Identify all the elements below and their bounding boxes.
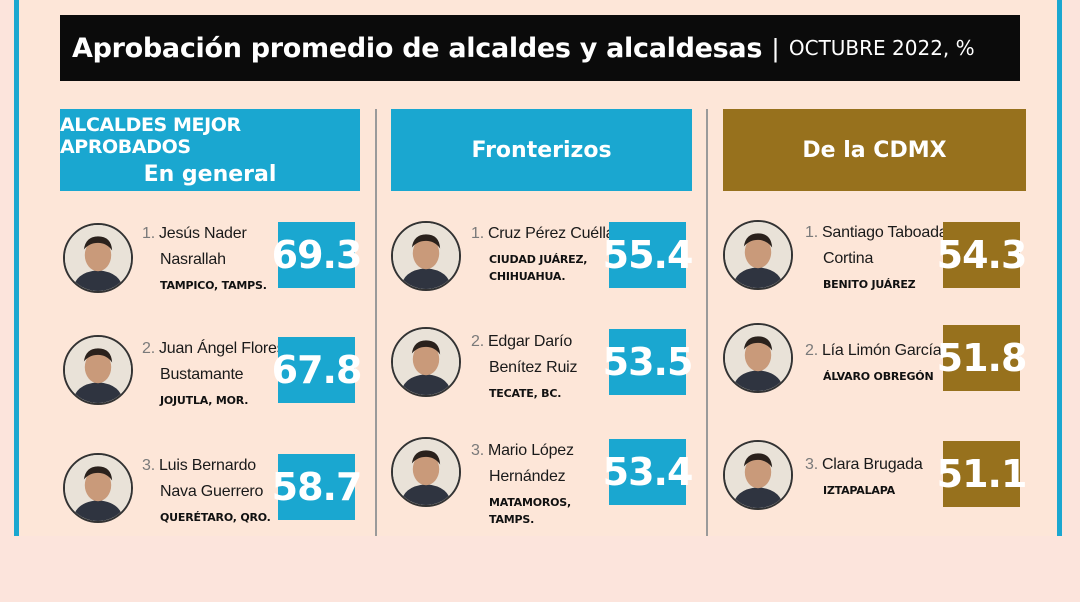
approval-score: 53.5 — [603, 329, 693, 395]
mayor-name-line: Clara Brugada — [821, 456, 923, 473]
approval-score: 51.8 — [937, 325, 1027, 391]
column-header-label: De la CDMX — [802, 137, 947, 163]
person-photo-icon — [391, 327, 461, 397]
approval-score: 67.8 — [272, 337, 362, 403]
person-photo-icon — [723, 220, 793, 290]
rank-number: 3. — [471, 442, 484, 459]
column-header-label: Fronterizos — [471, 137, 612, 163]
mayor-name-line: Nasrallah — [160, 251, 226, 268]
column-header-fronterizos: Fronterizos — [391, 109, 692, 191]
person-photo-icon — [63, 335, 133, 405]
location-line: ÁLVARO OBREGÓN — [823, 370, 934, 383]
mayor-name: 1. Jesús Nader Nasrallah — [142, 221, 247, 273]
person-photo-icon — [723, 440, 793, 510]
location-line: JOJUTLA, MOR. — [160, 394, 249, 407]
column-header-line1: ALCALDES MEJOR APROBADOS — [60, 113, 241, 158]
location-line: QUERÉTARO, QRO. — [160, 511, 271, 524]
location-line: CHIHUAHUA. — [489, 270, 566, 283]
mayor-name: 1. Santiago Taboada Cortina — [805, 220, 948, 272]
mayor-location: JOJUTLA, MOR. — [160, 392, 248, 409]
mayor-name: 3. Clara Brugada — [805, 452, 923, 478]
page-subtitle: OCTUBRE 2022, % — [788, 36, 975, 60]
rank-number: 2. — [142, 340, 155, 357]
mayor-name-line: Cortina — [823, 250, 874, 267]
person-photo-icon — [391, 221, 461, 291]
mayor-name-line: Cruz Pérez Cuéllar — [487, 225, 620, 242]
approval-score: 53.4 — [603, 439, 693, 505]
mayor-name: 2. Lía Limón García — [805, 338, 942, 364]
mayor-name-line: Jesús Nader — [158, 225, 247, 242]
mayor-location: TECATE, BC. — [489, 385, 561, 402]
mayor-name-line: Hernández — [489, 468, 566, 485]
mayor-location: QUERÉTARO, QRO. — [160, 509, 271, 526]
mayor-name-line: Edgar Darío — [487, 333, 573, 350]
column-divider — [375, 109, 377, 536]
column-header-general: ALCALDES MEJOR APROBADOS En general — [60, 109, 360, 191]
approval-score: 55.4 — [603, 222, 693, 288]
mayor-location: TAMPICO, TAMPS. — [160, 277, 267, 294]
title-bar: Aprobación promedio de alcaldes y alcald… — [60, 15, 1020, 81]
page-title: Aprobación promedio de alcaldes y alcald… — [72, 32, 763, 64]
title-separator: | — [772, 32, 779, 63]
rank-number: 2. — [805, 342, 818, 359]
location-line: TECATE, BC. — [489, 387, 562, 400]
person-photo-icon — [391, 437, 461, 507]
rank-number: 3. — [142, 457, 155, 474]
location-line: TAMPS. — [489, 513, 535, 526]
infographic-frame — [14, 0, 1062, 536]
location-line: BENITO JUÁREZ — [823, 278, 916, 291]
mayor-name-line: Luis Bernardo — [158, 457, 256, 474]
location-line: TAMPICO, TAMPS. — [160, 279, 267, 292]
mayor-name-line: Benítez Ruiz — [489, 359, 578, 376]
mayor-location: MATAMOROS, TAMPS. — [489, 494, 571, 528]
mayor-name-line: Santiago Taboada — [821, 224, 948, 241]
column-header-line2: En general — [143, 161, 277, 187]
mayor-name: 2. Edgar Darío Benítez Ruiz — [471, 329, 578, 381]
mayor-location: CIUDAD JUÁREZ, CHIHUAHUA. — [489, 251, 587, 285]
approval-score: 54.3 — [937, 222, 1027, 288]
mayor-name-line: Mario López — [487, 442, 574, 459]
rank-number: 2. — [471, 333, 484, 350]
mayor-name: 1. Cruz Pérez Cuéllar — [471, 221, 620, 247]
rank-number: 3. — [805, 456, 818, 473]
column-divider — [706, 109, 708, 536]
rank-number: 1. — [805, 224, 818, 241]
approval-score: 69.3 — [272, 222, 362, 288]
location-line: CIUDAD JUÁREZ, — [489, 253, 588, 266]
rank-number: 1. — [142, 225, 155, 242]
approval-score: 58.7 — [272, 454, 362, 520]
mayor-name: 3. Luis Bernardo Nava Guerrero — [142, 453, 263, 505]
location-line: MATAMOROS, — [489, 496, 571, 509]
mayor-location: IZTAPALAPA — [823, 482, 895, 499]
person-photo-icon — [723, 323, 793, 393]
mayor-name-line: Bustamante — [160, 366, 244, 383]
mayor-name: 3. Mario López Hernández — [471, 438, 574, 490]
location-line: IZTAPALAPA — [823, 484, 895, 497]
mayor-name-line: Lía Limón García — [821, 342, 942, 359]
rank-number: 1. — [471, 225, 484, 242]
person-photo-icon — [63, 453, 133, 523]
column-header-cdmx: De la CDMX — [723, 109, 1026, 191]
mayor-location: ÁLVARO OBREGÓN — [823, 368, 934, 385]
mayor-name-line: Nava Guerrero — [160, 483, 264, 500]
mayor-name: 2. Juan Ángel Flores Bustamante — [142, 336, 285, 388]
approval-score: 51.1 — [937, 441, 1027, 507]
mayor-location: BENITO JUÁREZ — [823, 276, 916, 293]
person-photo-icon — [63, 223, 133, 293]
mayor-name-line: Juan Ángel Flores — [158, 340, 285, 357]
